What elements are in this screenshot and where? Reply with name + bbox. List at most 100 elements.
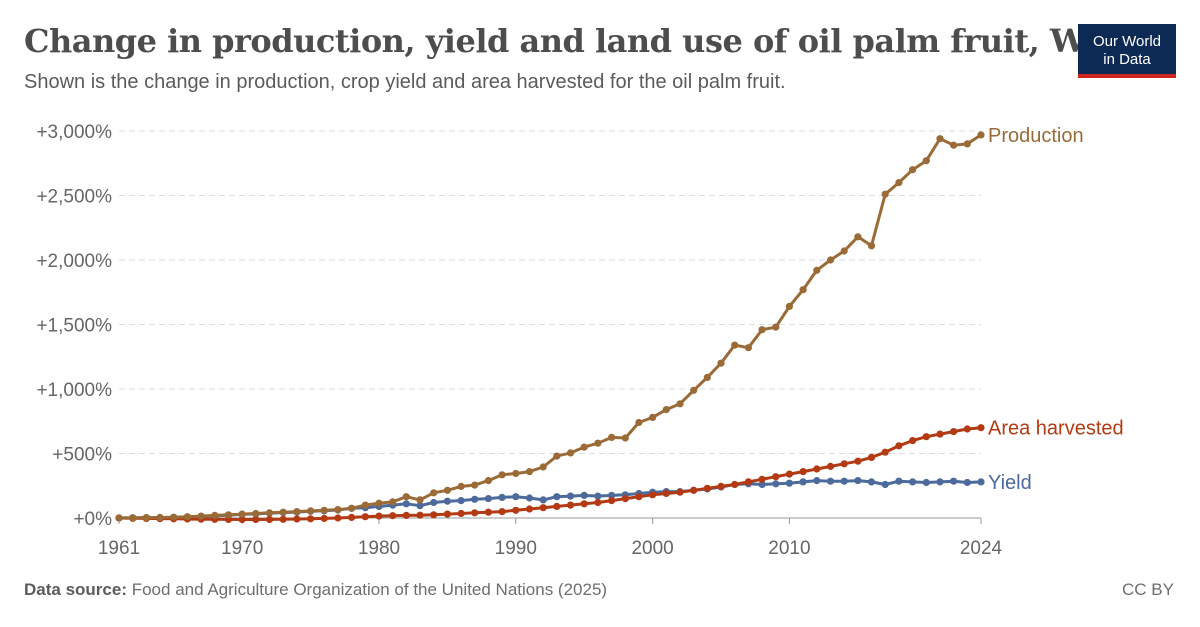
license-link[interactable]: CC BY: [1122, 580, 1174, 599]
data-point: [334, 514, 342, 522]
data-point: [320, 514, 328, 523]
data-point: [375, 499, 383, 507]
data-point: [772, 480, 780, 488]
x-tick-label: 1980: [358, 538, 400, 559]
data-point: [772, 473, 780, 481]
data-point: [498, 493, 506, 501]
data-point: [649, 491, 657, 499]
data-point: [621, 495, 629, 503]
data-point: [731, 341, 739, 349]
data-point: [690, 486, 698, 494]
data-point: [881, 190, 889, 198]
data-point: [909, 437, 917, 445]
data-point: [936, 430, 944, 438]
data-point: [361, 513, 369, 521]
data-point: [744, 478, 753, 486]
x-tick-label: 2000: [631, 538, 673, 559]
data-point: [539, 504, 547, 512]
data-point: [662, 489, 670, 498]
series-label: Area harvested: [988, 418, 1124, 440]
data-point: [649, 413, 657, 421]
y-tick-label: +500%: [52, 445, 112, 466]
owid-logo[interactable]: Our World in Data: [1078, 24, 1176, 78]
data-point: [553, 452, 561, 460]
data-point: [676, 400, 684, 408]
y-tick-label: +0%: [73, 509, 112, 530]
data-point: [471, 481, 479, 489]
y-tick-label: +1,500%: [36, 316, 112, 337]
data-point: [211, 511, 219, 519]
data-point: [238, 510, 246, 518]
data-point: [594, 492, 602, 500]
data-point: [348, 513, 356, 522]
data-point: [799, 478, 807, 486]
data-point: [840, 247, 848, 255]
data-point: [799, 468, 807, 476]
data-point: [471, 495, 479, 503]
data-point: [881, 480, 889, 489]
y-tick-label: +2,000%: [36, 251, 112, 272]
data-point: [307, 507, 315, 515]
data-point: [361, 501, 369, 509]
data-point: [785, 470, 794, 478]
data-point: [457, 509, 465, 518]
data-point: [484, 495, 492, 503]
data-point: [416, 502, 424, 510]
data-point: [922, 478, 930, 487]
data-point: [772, 323, 780, 331]
y-tick-label: +1,000%: [36, 380, 112, 401]
data-point: [977, 131, 985, 139]
data-point: [703, 484, 711, 492]
data-point: [813, 465, 821, 473]
source-label: Data source:: [24, 580, 127, 599]
y-tick-label: +3,000%: [36, 122, 112, 143]
data-point: [785, 479, 794, 487]
data-point: [922, 157, 930, 165]
data-point: [690, 386, 698, 394]
logo-line2: in Data: [1103, 51, 1151, 68]
data-point: [115, 514, 123, 522]
data-point: [484, 477, 492, 485]
data-point: [717, 482, 725, 490]
data-point: [430, 511, 438, 519]
data-point: [621, 434, 629, 442]
data-point: [416, 511, 424, 519]
data-point: [895, 442, 903, 450]
source-text: Food and Agriculture Organization of the…: [131, 580, 608, 599]
data-point: [703, 373, 711, 381]
data-point: [443, 510, 451, 518]
data-point: [320, 506, 328, 514]
chart-title: Change in production, yield and land use…: [24, 22, 1154, 60]
data-point: [608, 433, 616, 441]
data-point: [512, 469, 520, 478]
logo-line1: Our World: [1092, 33, 1162, 50]
data-point: [252, 509, 260, 518]
data-point: [566, 449, 575, 457]
data-point: [471, 509, 479, 517]
data-point: [375, 512, 383, 520]
x-tick-label: 2024: [960, 538, 1003, 559]
data-point: [293, 508, 301, 516]
data-point: [430, 498, 438, 507]
data-point: [402, 500, 410, 508]
y-tick-label: +2,500%: [36, 187, 112, 208]
data-point: [402, 511, 410, 519]
data-point: [895, 477, 903, 485]
data-point: [348, 504, 356, 512]
data-point: [443, 497, 451, 505]
data-point: [525, 505, 534, 513]
data-point: [950, 141, 958, 149]
data-point: [457, 482, 465, 490]
data-point: [867, 242, 876, 250]
data-point: [525, 468, 534, 476]
data-point: [758, 475, 766, 483]
data-point: [539, 496, 547, 504]
data-point: [854, 233, 862, 241]
data-point: [334, 506, 342, 514]
data-point: [608, 491, 616, 499]
data-point: [977, 478, 985, 486]
data-point: [594, 498, 602, 507]
data-point: [635, 493, 643, 501]
data-point: [785, 302, 794, 310]
data-point: [525, 494, 534, 502]
